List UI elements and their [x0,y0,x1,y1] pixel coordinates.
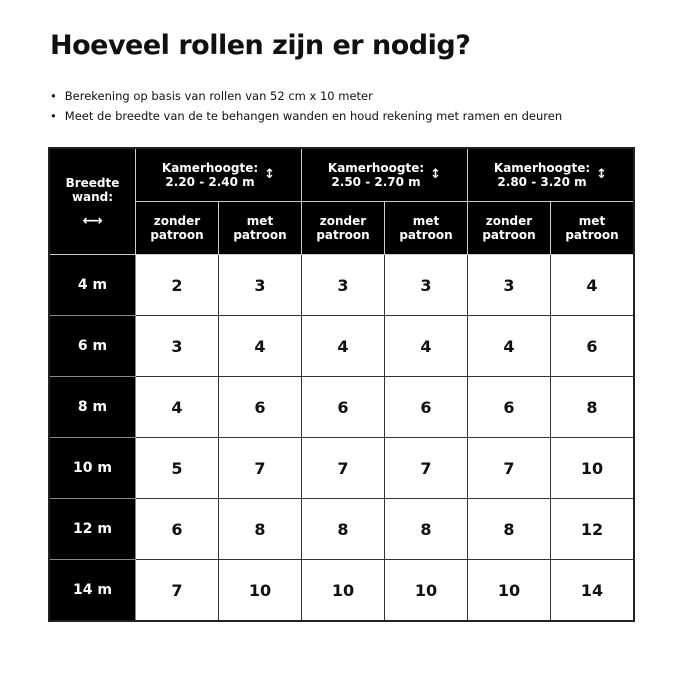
rolls-count-cell: 3 [301,254,385,316]
subheader-line1: met [412,214,440,228]
rolls-count-cell: 4 [550,254,635,316]
rolls-count-cell: 7 [218,437,302,499]
rolls-count-cell: 10 [301,559,385,622]
double-arrow-vertical-icon: ↕ [264,167,276,182]
rolls-count-cell: 10 [218,559,302,622]
rolls-count-cell: 10 [467,559,551,622]
pattern-subheader: met patroon [218,201,302,255]
subheader-line1: met [246,214,274,228]
rolls-count-cell: 10 [550,437,635,499]
pattern-subheader: zonder patroon [467,201,551,255]
rolls-count-cell: 7 [467,437,551,499]
info-bullet: Meet de breedte van de te behangen wande… [50,106,562,126]
group-label: Kamerhoogte: [327,161,425,175]
subheader-line1: zonder [319,214,367,228]
rolls-table: Breedte wand: ⟷ Kamerhoogte: 2.20 - 2.40 … [48,147,635,622]
subheader-line1: zonder [485,214,533,228]
wall-width-cell: 8 m [48,376,136,438]
wall-width-cell: 14 m [48,559,136,622]
info-list: Berekening op basis van rollen van 52 cm… [50,86,562,126]
rolls-count-cell: 7 [301,437,385,499]
rolls-count-cell: 7 [384,437,468,499]
rolls-count-cell: 5 [135,437,219,499]
rolls-count-cell: 2 [135,254,219,316]
subheader-line2: patroon [565,228,619,242]
height-group-header: Kamerhoogte: 2.50 - 2.70 m ↕ [301,147,468,202]
table-row: 14 m 7 10 10 10 10 14 [48,559,635,622]
rolls-count-cell: 6 [550,315,635,377]
height-group-header: Kamerhoogte: 2.80 - 3.20 m ↕ [467,147,635,202]
rolls-count-cell: 3 [135,315,219,377]
rolls-count-cell: 14 [550,559,635,622]
group-range: 2.20 - 2.40 m [165,175,255,189]
rolls-count-cell: 6 [301,376,385,438]
rolls-count-cell: 8 [550,376,635,438]
rolls-count-cell: 8 [384,498,468,560]
group-range: 2.50 - 2.70 m [331,175,421,189]
table-row: 12 m 6 8 8 8 8 12 [48,498,635,560]
rolls-count-cell: 3 [218,254,302,316]
rolls-count-cell: 6 [467,376,551,438]
page-title: Hoeveel rollen zijn er nodig? [50,30,471,61]
double-arrow-vertical-icon: ↕ [596,167,608,182]
corner-line1: Breedte [65,175,120,190]
rolls-count-cell: 10 [384,559,468,622]
pattern-subheader: met patroon [550,201,635,255]
rolls-count-cell: 8 [301,498,385,560]
subheader-line1: met [578,214,606,228]
subheader-line2: patroon [316,228,370,242]
pattern-subheader: zonder patroon [135,201,219,255]
group-label: Kamerhoogte: [161,161,259,175]
subheader-line1: zonder [153,214,201,228]
rolls-count-cell: 8 [218,498,302,560]
wall-width-cell: 4 m [48,254,136,316]
rolls-count-cell: 4 [218,315,302,377]
double-arrow-vertical-icon: ↕ [430,167,442,182]
table-row: 10 m 5 7 7 7 7 10 [48,437,635,499]
rolls-count-cell: 6 [135,498,219,560]
pattern-subheader: met patroon [384,201,468,255]
double-arrow-horizontal-icon: ⟷ [82,212,103,229]
pattern-subheader: zonder patroon [301,201,385,255]
rolls-count-cell: 3 [467,254,551,316]
subheader-line2: patroon [150,228,204,242]
rolls-count-cell: 4 [135,376,219,438]
rolls-count-cell: 4 [467,315,551,377]
corner-line2: wand: [71,189,114,204]
subheader-line2: patroon [233,228,287,242]
rolls-count-cell: 12 [550,498,635,560]
wall-width-cell: 12 m [48,498,136,560]
corner-header: Breedte wand: ⟷ [48,147,136,255]
group-range: 2.80 - 3.20 m [497,175,587,189]
rolls-count-cell: 4 [384,315,468,377]
rolls-count-cell: 7 [135,559,219,622]
subheader-line2: patroon [482,228,536,242]
rolls-count-cell: 3 [384,254,468,316]
group-label: Kamerhoogte: [493,161,591,175]
subheader-line2: patroon [399,228,453,242]
rolls-count-cell: 6 [218,376,302,438]
rolls-count-cell: 4 [301,315,385,377]
rolls-count-cell: 8 [467,498,551,560]
wall-width-cell: 6 m [48,315,136,377]
wall-width-cell: 10 m [48,437,136,499]
info-bullet: Berekening op basis van rollen van 52 cm… [50,86,562,106]
rolls-count-cell: 6 [384,376,468,438]
height-group-header: Kamerhoogte: 2.20 - 2.40 m ↕ [135,147,302,202]
